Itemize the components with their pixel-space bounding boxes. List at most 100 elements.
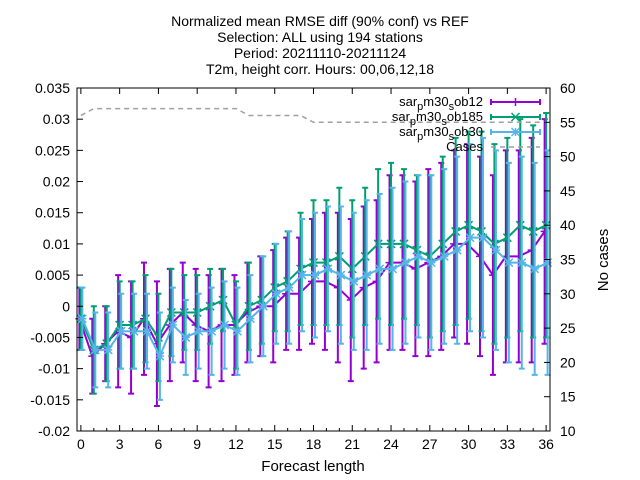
y-tick-label: 0.025	[35, 142, 70, 158]
y2-axis-label: No cases	[595, 229, 612, 292]
series-sar_pm30_sob30	[77, 136, 553, 401]
data-point	[515, 220, 525, 230]
legend-entry: sarpm30sob185	[392, 109, 541, 128]
legend-entry: sarpm30sob30	[399, 124, 541, 143]
legend-label-part: sar	[399, 94, 418, 109]
data-point	[297, 270, 307, 280]
y-tick-label: -0.005	[30, 329, 70, 345]
x-tick-label: 6	[155, 436, 163, 452]
data-point	[271, 289, 281, 299]
x-tick-label: 33	[500, 436, 516, 452]
data-point	[373, 239, 383, 249]
legend-label-part: m30	[423, 94, 448, 109]
data-point	[543, 258, 553, 268]
data-point	[258, 301, 268, 311]
data-point	[400, 258, 410, 268]
legend-label-part: sar	[392, 109, 411, 124]
legend-label: sarpm30sob185	[392, 109, 483, 128]
legend-marker	[510, 127, 521, 137]
data-point	[504, 258, 514, 268]
y2-tick-label: 55	[560, 114, 576, 130]
legend-label-part: ob185	[447, 109, 483, 124]
y2-tick-label: 25	[560, 320, 576, 336]
data-point	[386, 239, 396, 249]
data-point	[90, 345, 100, 355]
data-point	[194, 326, 204, 336]
data-point	[103, 345, 113, 355]
data-point	[465, 233, 475, 243]
legend-swatch-cap	[490, 129, 541, 135]
legend-label-part: m30	[416, 109, 441, 124]
data-point	[347, 264, 357, 274]
y2-tick-label: 60	[560, 80, 576, 96]
data-point	[323, 264, 333, 274]
data-point	[426, 258, 436, 268]
legend-label: sarpm30sob30	[399, 124, 483, 143]
legend-label: sarpm30sob12	[399, 94, 483, 113]
chart-title: Normalized mean RMSE diff (90% conf) vs …	[171, 13, 469, 29]
y-tick-label: 0.02	[43, 174, 70, 190]
data-point	[308, 258, 319, 268]
legend-label-part: ob30	[454, 124, 483, 139]
legend-label-part: m30	[423, 124, 448, 139]
data-point	[179, 307, 189, 318]
data-point	[284, 283, 294, 293]
y-tick-label: -0.01	[38, 361, 70, 377]
data-point	[310, 270, 320, 280]
y2-tick-label: 20	[560, 354, 576, 370]
y2-tick-label: 15	[560, 389, 576, 405]
legend-label-part: s	[449, 101, 455, 113]
legend-label-part: p	[410, 116, 416, 128]
legend: sarpm30sob12sarpm30sob185sarpm30sob30Cas…	[392, 94, 541, 154]
data-point	[502, 233, 512, 243]
x-tick-label: 21	[344, 436, 360, 452]
x-tick-label: 3	[116, 436, 124, 452]
data-point	[464, 220, 474, 230]
legend-label-part: p	[417, 131, 423, 143]
data-point	[375, 264, 385, 274]
legend-label-part: Cases	[446, 139, 483, 154]
data-point	[362, 270, 372, 280]
data-point	[452, 245, 462, 255]
y-tick-label: 0	[62, 298, 70, 314]
y-tick-label: -0.02	[38, 423, 70, 439]
data-point	[168, 320, 178, 330]
data-point	[528, 226, 538, 236]
y-tick-label: 0.015	[35, 205, 70, 221]
legend-marker	[510, 112, 521, 122]
x-tick-label: 24	[383, 436, 399, 452]
x-tick-label: 12	[228, 436, 244, 452]
data-point	[205, 301, 215, 311]
y2-tick-label: 30	[560, 286, 576, 302]
axes-layer: 0 3 6 9 12 15 18 21 24 27 30 33 36-0.02-0.015-0.01-0…	[30, 80, 575, 452]
legend-label-part: s	[441, 116, 447, 128]
data-point	[517, 258, 527, 268]
series-sar_pm30_sob185	[76, 111, 551, 395]
data-point	[478, 233, 488, 243]
data-point	[218, 295, 228, 305]
y-tick-label: 0.005	[35, 267, 70, 283]
x-tick-label: 18	[306, 436, 322, 452]
legend-swatch-cap	[490, 114, 541, 120]
legend-label-part: sar	[399, 124, 418, 139]
series-Cases	[80, 107, 547, 124]
data-point	[192, 307, 202, 318]
data-point	[336, 270, 346, 280]
legend-entry: sarpm30sob12	[399, 94, 541, 113]
legend-label: Cases	[446, 139, 483, 154]
data-point	[116, 326, 126, 336]
data-point	[220, 320, 230, 330]
data-point	[334, 251, 344, 261]
data-point	[438, 239, 448, 249]
y-tick-label: -0.015	[30, 392, 70, 408]
y2-tick-label: 45	[560, 183, 576, 199]
x-tick-label: 36	[538, 436, 554, 452]
legend-marker	[511, 98, 520, 106]
data-point	[140, 314, 151, 324]
y2-tick-label: 10	[560, 423, 576, 439]
series-layer	[75, 107, 553, 408]
data-point	[129, 326, 139, 336]
x-axis-label: Forecast length	[261, 458, 364, 475]
data-point	[232, 326, 242, 336]
